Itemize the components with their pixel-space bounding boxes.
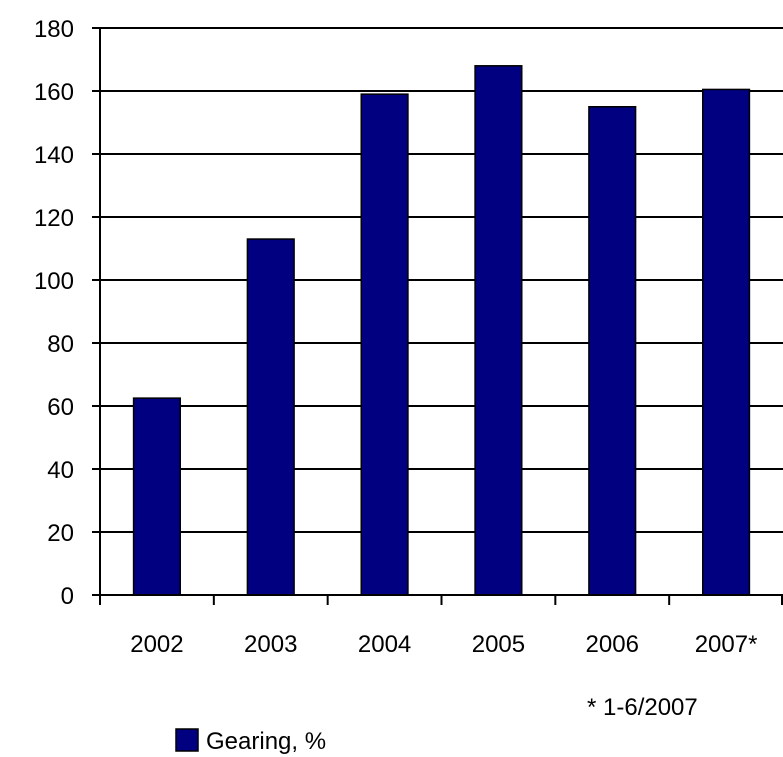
x-tick-label-2006: 2006 (586, 631, 639, 658)
x-tick-label-2002: 2002 (130, 631, 183, 658)
bars (132, 65, 751, 596)
x-tick-label-2005: 2005 (472, 631, 525, 658)
x-tick-label-2004: 2004 (358, 631, 411, 658)
bar-2006 (588, 106, 637, 596)
bar-2005 (474, 65, 523, 596)
y-tick-label-120: 120 (34, 205, 74, 232)
bar-2002 (132, 397, 182, 596)
bar-2003 (246, 238, 295, 596)
y-tick-label-100: 100 (34, 268, 74, 295)
footnote: * 1-6/2007 (587, 694, 698, 721)
legend-label: Gearing, % (206, 728, 326, 755)
y-tick-label-60: 60 (47, 394, 74, 421)
axes (92, 27, 783, 605)
y-tick-label-180: 180 (34, 16, 74, 43)
legend: Gearing, % (175, 728, 326, 755)
bar-2007* (701, 88, 751, 596)
bar-2004 (360, 93, 409, 596)
x-tick-label-2007*: 2007* (695, 631, 758, 658)
y-tick-label-140: 140 (34, 142, 74, 169)
y-tick-labels: 0 20 40 60 80 100 120 140 160 180 (34, 16, 74, 610)
legend-swatch (175, 728, 199, 752)
gridlines (100, 27, 783, 533)
y-tick-label-160: 160 (34, 79, 74, 106)
x-tick-label-2003: 2003 (244, 631, 297, 658)
y-tick-label-20: 20 (47, 520, 74, 547)
y-tick-label-0: 0 (61, 583, 74, 610)
x-tick-labels: 2002 2003 2004 2005 2006 2007* (130, 631, 757, 658)
y-tick-label-40: 40 (47, 457, 74, 484)
y-tick-label-80: 80 (47, 331, 74, 358)
